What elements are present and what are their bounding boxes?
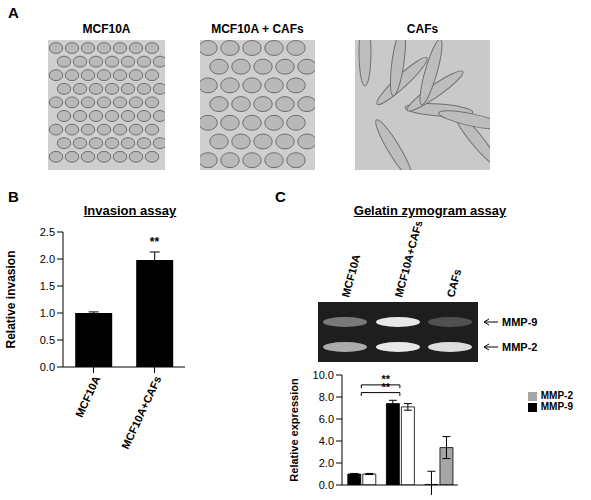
svg-text:**: ** [150, 235, 160, 249]
svg-text:1.0: 1.0 [40, 307, 55, 319]
svg-text:0.5: 0.5 [40, 334, 55, 346]
html-text:B: B [8, 188, 19, 205]
html-text:MMP-9: MMP-9 [540, 401, 573, 412]
html-text:MMP-2: MMP-2 [540, 390, 573, 401]
svg-text:1.5: 1.5 [40, 280, 55, 292]
svg-text:2.0: 2.0 [319, 457, 334, 469]
html-text:C: C [275, 188, 286, 205]
svg-text:MCF10A+CAFs: MCF10A+CAFs [119, 374, 163, 451]
html-text:MCF10A + CAFs: MCF10A + CAFs [211, 22, 304, 36]
html-text:Invasion assay: Invasion assay [83, 203, 177, 218]
svg-text:MMP-9: MMP-9 [502, 316, 537, 328]
html-text:Gelatin zymogram assay: Gelatin zymogram assay [353, 203, 507, 218]
svg-text:Relative expression: Relative expression [288, 378, 300, 482]
html-text:MCF10A: MCF10A [82, 22, 131, 36]
svg-text:0.0: 0.0 [40, 361, 55, 373]
svg-text:MCF10A: MCF10A [339, 253, 362, 299]
html-text:CAFs: CAFs [406, 22, 439, 36]
svg-text:CAFs: CAFs [444, 268, 463, 299]
svg-text:8.0: 8.0 [319, 391, 334, 403]
svg-text:MMP-2: MMP-2 [502, 341, 537, 353]
svg-text:2.5: 2.5 [40, 226, 55, 238]
svg-text:MCF10A: MCF10A [73, 374, 102, 419]
svg-text:4.0: 4.0 [319, 435, 334, 447]
svg-text:MCF10A+CAFs: MCF10A+CAFs [392, 222, 424, 299]
svg-text:Relative invasion: Relative invasion [8, 250, 18, 348]
svg-text:10.0: 10.0 [313, 369, 334, 381]
svg-text:6.0: 6.0 [319, 413, 334, 425]
svg-text:**: ** [382, 373, 391, 385]
html-text:A: A [8, 4, 19, 21]
svg-text:0.0: 0.0 [319, 479, 334, 491]
svg-text:2.0: 2.0 [40, 253, 55, 265]
